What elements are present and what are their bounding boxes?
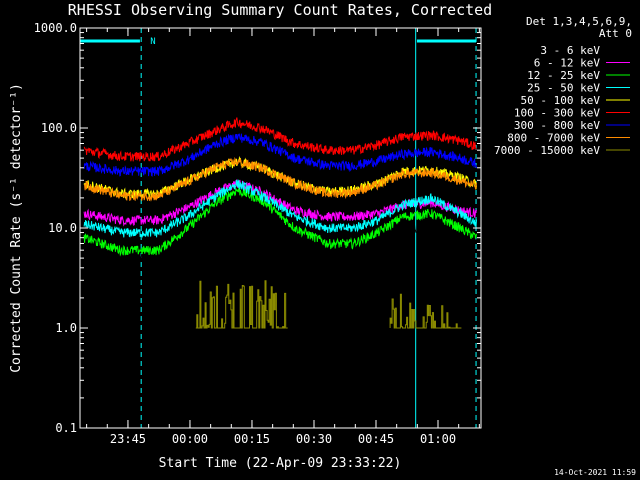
- x-tick-label: 23:45: [110, 432, 146, 446]
- series-line: [83, 117, 477, 162]
- legend-label: 3 - 6 keV: [540, 44, 600, 57]
- series-line: [83, 187, 477, 257]
- legend-header-line1: Det 1,3,4,5,6,9,: [526, 15, 632, 28]
- x-tick-label: 00:00: [172, 432, 208, 446]
- y-axis-ticks: 1000.0 100.0 10.0 1.0 0.1: [34, 21, 481, 435]
- legend-label: 6 - 12 keV: [534, 57, 601, 70]
- chart-title: RHESSI Observing Summary Count Rates, Co…: [68, 1, 492, 19]
- series-line: [195, 280, 288, 329]
- series-lines: [83, 117, 477, 329]
- legend-label: 100 - 300 keV: [514, 107, 600, 120]
- legend-label: 800 - 7000 keV: [507, 132, 600, 145]
- legend-label: 25 - 50 keV: [527, 82, 600, 95]
- legend-label: 50 - 100 keV: [521, 94, 601, 107]
- x-tick-label: 00:30: [296, 432, 332, 446]
- series-line: [83, 133, 477, 177]
- x-tick-label: 00:45: [358, 432, 394, 446]
- legend-label: 7000 - 15000 keV: [494, 144, 600, 157]
- legend-header-line2: Att 0: [599, 27, 632, 40]
- series-line: [83, 179, 477, 238]
- y-tick-label: 1000.0: [34, 21, 77, 35]
- generation-timestamp: 14-Oct-2021 11:59: [554, 468, 636, 477]
- y-axis-title: Corrected Count Rate (s⁻¹ detector⁻¹): [9, 83, 24, 373]
- y-tick-label: 0.1: [55, 421, 77, 435]
- night-annotation: N: [150, 37, 155, 47]
- series-line: [389, 293, 462, 329]
- y-tick-label: 1.0: [55, 321, 77, 335]
- x-axis-ticks: 23:45 00:00 00:15 00:30 00:45 01:00: [86, 28, 480, 446]
- x-axis-title: Start Time (22-Apr-09 23:33:22): [159, 456, 402, 471]
- x-tick-label: 00:15: [234, 432, 270, 446]
- x-tick-label: 01:00: [420, 432, 456, 446]
- legend-label: 300 - 800 keV: [514, 119, 600, 132]
- series-line: [83, 156, 477, 202]
- legend-label: 12 - 25 keV: [527, 69, 600, 82]
- y-tick-label: 100.0: [41, 121, 77, 135]
- y-tick-label: 10.0: [48, 221, 77, 235]
